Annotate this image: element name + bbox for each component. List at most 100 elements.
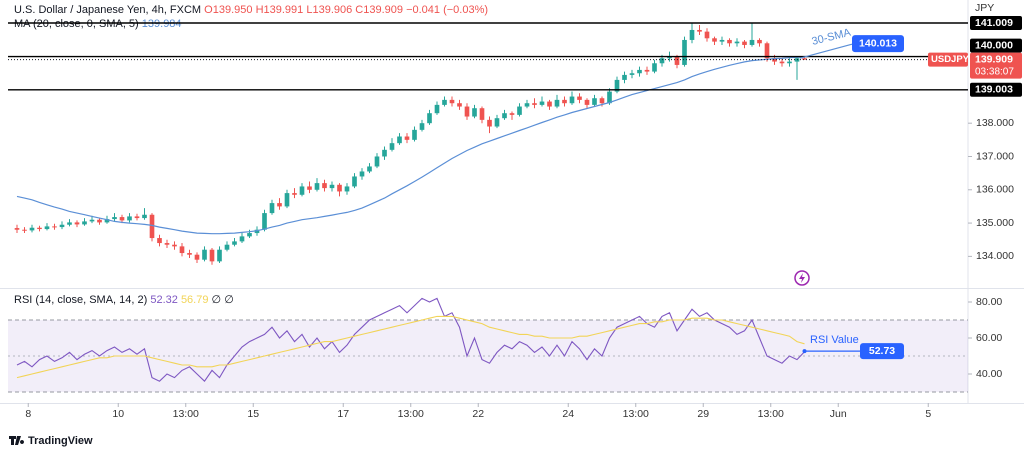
annotation-box (860, 343, 904, 360)
y-tick-label: 136.000 (976, 184, 1014, 196)
annotation-text: RSI Value (810, 334, 859, 346)
rsi-line (16, 297, 805, 383)
candle-body (112, 217, 117, 220)
footer-logo: TradingView (9, 435, 93, 447)
candle-body (547, 101, 552, 107)
candle-body (419, 123, 425, 130)
candle-body (787, 61, 792, 64)
candle-body (689, 29, 695, 40)
moving-average (16, 56, 805, 235)
x-tick-label: 29 (697, 408, 709, 420)
x-tick-label: 22 (472, 408, 484, 420)
symbol-tag (928, 52, 968, 67)
x-tick-label: 8 (25, 408, 31, 420)
price-tag (970, 52, 1022, 79)
level-tag (970, 38, 1022, 53)
candle-body (479, 108, 485, 120)
candle-body (67, 222, 72, 225)
candle-body (337, 184, 342, 192)
candle-body (322, 183, 327, 189)
candle-body (734, 41, 740, 44)
candle-body (397, 136, 402, 144)
candle-body (14, 228, 20, 230)
candle-body (629, 73, 635, 75)
candle-body (262, 213, 267, 230)
candle-body (607, 91, 612, 104)
y-tick-label: 40.00 (976, 368, 1002, 380)
logo-icon (9, 436, 25, 445)
candle-body (119, 217, 125, 221)
candle-body (22, 229, 27, 231)
price-label: 139.909 (975, 53, 1013, 65)
x-tick-label: 5 (925, 408, 931, 420)
annotation-value: 140.013 (859, 37, 897, 49)
x-tick-label: 24 (562, 408, 574, 420)
candle-body (254, 229, 260, 234)
candle-body (449, 99, 455, 104)
candle-body (652, 63, 657, 72)
y-tick-label: 135.000 (976, 217, 1014, 229)
candle-body (697, 29, 702, 32)
candle-body (404, 136, 410, 140)
candle-body (779, 61, 785, 64)
candle-body (539, 101, 545, 105)
candle-body (577, 96, 582, 100)
candle-body (727, 39, 732, 44)
level-tag (970, 82, 1022, 97)
candle-body (374, 156, 380, 167)
candle-body (74, 222, 80, 225)
candle-body (584, 99, 590, 105)
header: U.S. Dollar / Japanese Yen, 4h, FXCM O13… (14, 4, 488, 16)
low: L139.906 (306, 4, 352, 16)
candle-body (89, 219, 95, 222)
candle-body (329, 184, 335, 189)
event-icon[interactable] (794, 270, 810, 286)
candle-body (209, 249, 215, 262)
candle-body (389, 143, 395, 150)
x-tick-label: 13:00 (623, 408, 649, 420)
candle-body (517, 106, 522, 115)
change: −0.041 (−0.03%) (406, 4, 488, 16)
candle-body (494, 118, 500, 127)
level-tag (970, 16, 1022, 31)
annotation-arrow (799, 43, 853, 59)
high: H139.991 (256, 4, 304, 16)
x-tick-label: 15 (247, 408, 259, 420)
rsi-sma-line (16, 315, 805, 379)
candle-body (127, 216, 132, 221)
x-tick-label: 10 (112, 408, 124, 420)
candle-body (269, 203, 275, 214)
rsi-legend-value: 56.79 (181, 294, 209, 306)
candle-body (674, 56, 680, 65)
candle-body (667, 56, 672, 59)
candle-body (502, 113, 507, 119)
candle-body (427, 113, 432, 124)
level-label: 140.000 (975, 39, 1013, 51)
candle-body (569, 96, 575, 104)
candle-body (757, 39, 762, 44)
x-tick-label: Jun (830, 408, 847, 420)
candle-body (749, 39, 755, 45)
candle-body (772, 58, 777, 62)
y-tick-label: 134.000 (976, 250, 1014, 262)
candle-body (487, 119, 492, 127)
candle-body (179, 246, 185, 254)
candle-body (352, 176, 357, 187)
x-tick-label: 13:00 (173, 408, 199, 420)
candle-body (704, 31, 710, 39)
countdown: 03:38:07 (975, 66, 1014, 77)
x-tick-label: 13:00 (398, 408, 424, 420)
candle-body (314, 183, 320, 190)
candle-body (97, 219, 102, 223)
candle-body (292, 193, 297, 195)
rsi-legend: RSI (14, close, SMA, 14, 2) 52.32 56.79 … (14, 294, 234, 306)
candle-body (59, 224, 65, 228)
candle-body (682, 39, 687, 65)
candle-body (82, 221, 87, 225)
rsi-legend-title: RSI (14, close, SMA, 14, 2) (14, 294, 147, 306)
candle-body (194, 254, 200, 260)
close: C139.909 (355, 4, 403, 16)
brand: TradingView (28, 435, 93, 447)
ma-legend-title: MA (20, close, 0, SMA, 5) (14, 18, 139, 30)
